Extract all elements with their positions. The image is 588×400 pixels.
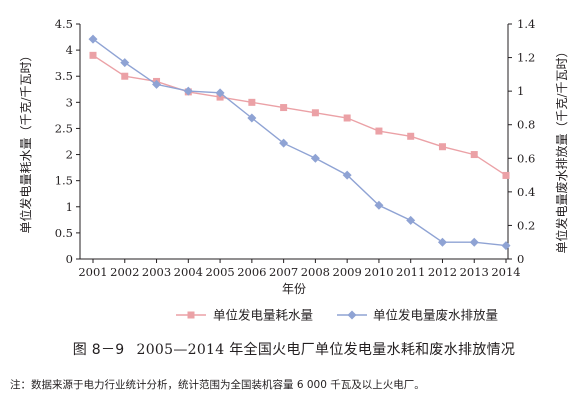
x-tick-label: 2003 [142, 265, 171, 279]
legend-marker [187, 311, 195, 319]
wastewater-discharge-point [374, 200, 384, 210]
y-left-tick-label: 4.5 [55, 17, 73, 31]
x-tick-label: 2002 [110, 265, 139, 279]
x-tick-label: 2001 [78, 265, 107, 279]
wastewater-discharge-point [342, 170, 352, 180]
figure-title: 2005—2014 年全国火电厂单位发电量水耗和废水排放情况 [136, 342, 516, 358]
y-right-axis-title: 单位发电量废水排放量（千克/千瓦时） [554, 45, 569, 253]
legend: 单位发电量耗水量 单位发电量废水排放量 [176, 308, 498, 323]
y-right-tick-label: 0.4 [517, 185, 535, 199]
y-left-tick-label: 3.5 [55, 69, 73, 83]
y-left-tick-label: 0.5 [55, 226, 73, 240]
wastewater-discharge-point [437, 237, 447, 247]
chart: 0 0.5 1 1.5 2 2.5 3 3.5 4 4.5 0 0.2 0.4 0.6 0.8 1 1.2 1.4… [18, 17, 569, 323]
x-tick-label: 2006 [237, 265, 266, 279]
wastewater-discharge-point [215, 88, 225, 98]
x-tick-label: 2011 [396, 265, 425, 279]
wastewater-discharge-point [310, 153, 320, 163]
x-tick-label: 2008 [301, 265, 330, 279]
figure-number: 图 8－9 [72, 342, 125, 358]
water-consumption-point [280, 104, 288, 112]
wastewater-discharge-point [469, 237, 479, 247]
wastewater-discharge-point [406, 215, 416, 225]
wastewater-discharge-point [88, 34, 98, 44]
y-left-tick-label: 1.5 [55, 174, 73, 188]
water-consumption-series [89, 51, 510, 179]
wastewater-discharge-point [501, 241, 511, 251]
y-left-axis-title: 单位发电量耗水量（千克/千瓦时） [18, 49, 33, 233]
wastewater-discharge-point [152, 79, 162, 89]
wastewater-discharge-point [279, 138, 289, 148]
y-right-tick-label: 1.2 [517, 51, 535, 65]
source-note: 注：数据来源于电力行业统计分析，统计范围为全国装机容量 6 000 千瓦及以上火… [10, 379, 425, 391]
x-tick-label: 2014 [491, 265, 520, 279]
water-consumption-point [89, 51, 97, 59]
x-tick-label: 2009 [333, 265, 362, 279]
x-tick-label: 2005 [205, 265, 234, 279]
water-consumption-point [375, 127, 383, 135]
water-consumption-line [92, 54, 507, 176]
y-left-tick-label: 2.5 [55, 121, 73, 135]
water-consumption-point [121, 72, 129, 80]
water-consumption-point [343, 114, 351, 122]
y-right-tick-label: 0 [517, 252, 524, 266]
x-tick-label: 2010 [364, 265, 393, 279]
y-right-tick-label: 1 [517, 84, 524, 98]
legend-marker [347, 310, 357, 320]
water-consumption-point [438, 143, 446, 151]
y-left-tick-label: 4 [66, 43, 73, 57]
y-right-tick-label: 0.2 [517, 218, 535, 232]
water-consumption-point [502, 171, 510, 179]
x-tick-label: 2004 [174, 265, 203, 279]
wastewater-discharge-point [183, 86, 193, 96]
water-consumption-point [470, 151, 478, 159]
x-tick-label: 2012 [428, 265, 457, 279]
legend-item-water-consumption: 单位发电量耗水量 [176, 308, 313, 323]
x-tick-label: 2013 [460, 265, 489, 279]
y-left-tick-label: 3 [66, 95, 73, 109]
wastewater-discharge-series [88, 34, 511, 251]
water-consumption-point [407, 132, 415, 140]
x-axis-title: 年份 [282, 282, 306, 296]
y-left-tick-label: 0 [66, 252, 73, 266]
y-left-tick-label: 1 [66, 200, 73, 214]
y-right-tick-label: 0.6 [517, 151, 535, 165]
series-layer [88, 34, 511, 251]
wastewater-discharge-line [92, 38, 507, 247]
wastewater-discharge-point [247, 113, 257, 123]
water-consumption-point [311, 109, 319, 117]
water-consumption-point [248, 98, 256, 106]
y-right-tick-label: 1.4 [517, 17, 535, 31]
figure-caption: 图 8－9 2005—2014 年全国火电厂单位发电量水耗和废水排放情况 [0, 339, 588, 359]
legend-label: 单位发电量耗水量 [213, 308, 313, 323]
y-left-tick-label: 2 [66, 148, 73, 162]
legend-item-wastewater-discharge: 单位发电量废水排放量 [337, 308, 498, 323]
y-right-tick-label: 0.8 [517, 118, 535, 132]
legend-label: 单位发电量废水排放量 [373, 308, 498, 323]
x-tick-label: 2007 [269, 265, 298, 279]
wastewater-discharge-point [120, 58, 130, 68]
axes: 0 0.5 1 1.5 2 2.5 3 3.5 4 4.5 0 0.2 0.4 0.6 0.8 1 1.2 1.4… [18, 17, 569, 296]
